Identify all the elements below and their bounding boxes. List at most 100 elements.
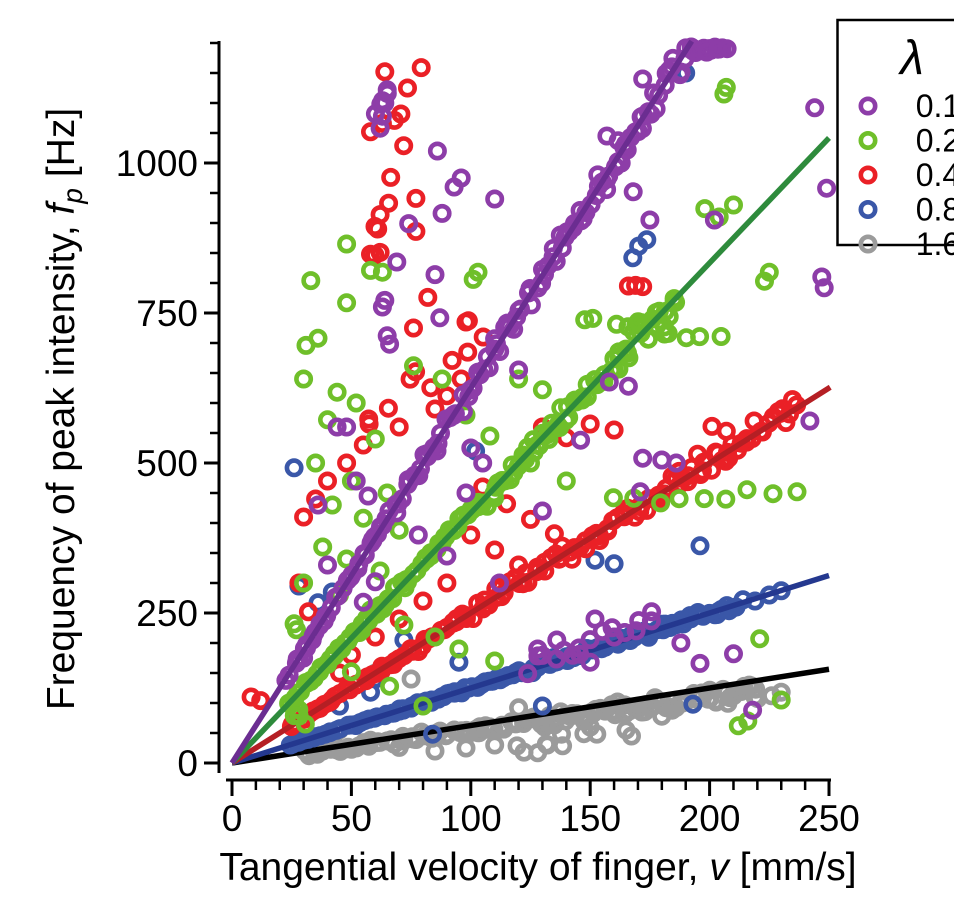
marker-circle [421,290,435,304]
marker-circle [693,656,707,670]
marker-circle [411,528,425,542]
x-tick-label: 100 [440,798,502,839]
legend-label: 0.80 [916,192,954,228]
marker-circle [550,633,564,647]
marker-circle [655,709,669,723]
marker-circle [726,647,740,661]
x-tick-label: 250 [798,798,860,839]
marker-circle [454,171,468,185]
marker-circle [488,192,502,206]
marker-circle [368,432,382,446]
marker-circle [535,699,549,713]
marker-circle [621,379,635,393]
marker-circle [368,575,382,589]
marker-circle [547,527,561,541]
marker-circle [382,679,396,693]
marker-circle [719,424,733,438]
marker-circle [402,216,416,230]
marker-circle [674,636,688,650]
marker-circle [416,594,430,608]
marker-circle [693,539,707,553]
marker-circle [330,385,344,399]
legend-title: λ [897,32,924,85]
marker-circle [349,474,363,488]
marker-circle [356,511,370,525]
marker-circle [440,549,454,563]
marker-circle [287,461,301,475]
marker-circle [459,315,473,329]
marker-circle [433,311,447,325]
marker-circle [339,296,353,310]
y-tick-label: 500 [136,443,198,484]
marker-circle [540,738,554,752]
marker-circle [304,273,318,287]
marker-circle [535,383,549,397]
marker-circle [640,233,654,247]
marker-circle [488,738,502,752]
marker-circle [808,101,822,115]
legend: λ0.160.240.400.801.60 [838,20,954,262]
marker-circle [296,372,310,386]
x-tick-label: 200 [679,798,741,839]
marker-circle [400,81,414,95]
marker-circle [428,267,442,281]
marker-circle [428,744,442,758]
marker-circle [559,474,573,488]
marker-circle [390,255,404,269]
y-tick-label: 0 [177,743,198,784]
marker-circle [435,206,449,220]
marker-circle [583,655,597,669]
marker-circle [511,558,525,572]
marker-circle [483,429,497,443]
marker-circle [452,642,466,656]
marker-circle [626,185,640,199]
marker-circle [766,487,780,501]
marker-circle [378,65,392,79]
marker-circle [714,329,728,343]
marker-circle [643,213,657,227]
marker-circle [361,489,375,503]
marker-circle [430,144,444,158]
legend-label: 0.40 [916,157,954,193]
marker-circle [320,474,334,488]
x-tick-label: 0 [222,798,243,839]
marker-circle [435,372,449,386]
marker-circle [588,612,602,626]
marker-circle [406,321,420,335]
legend-label: 0.16 [916,88,954,124]
marker-circle [790,485,804,499]
marker-circle [607,423,621,437]
marker-circle [459,741,473,755]
marker-circle [308,456,322,470]
marker-circle [414,60,428,74]
marker-circle [330,420,344,434]
marker-circle [375,265,389,279]
marker-circle [600,129,614,143]
y-tick-label: 1000 [116,143,198,184]
marker-circle [339,237,353,251]
marker-circle [719,492,733,506]
y-tick-label: 250 [136,593,198,634]
marker-circle [636,451,650,465]
marker-circle [380,83,394,97]
marker-circle [476,456,490,470]
marker-circle [762,265,776,279]
marker-circle [488,543,502,557]
y-tick-label: 750 [136,293,198,334]
marker-circle [819,181,833,195]
legend-label: 1.60 [916,226,954,262]
marker-circle [636,72,650,86]
marker-circle [511,701,525,715]
marker-circle [397,139,411,153]
marker-circle [311,331,325,345]
marker-circle [440,576,454,590]
marker-circle [339,456,353,470]
marker-circle [344,665,358,679]
x-tick-label: 150 [559,798,621,839]
marker-circle [371,222,385,236]
marker-circle [392,420,406,434]
marker-circle [606,491,620,505]
marker-circle [488,654,502,668]
